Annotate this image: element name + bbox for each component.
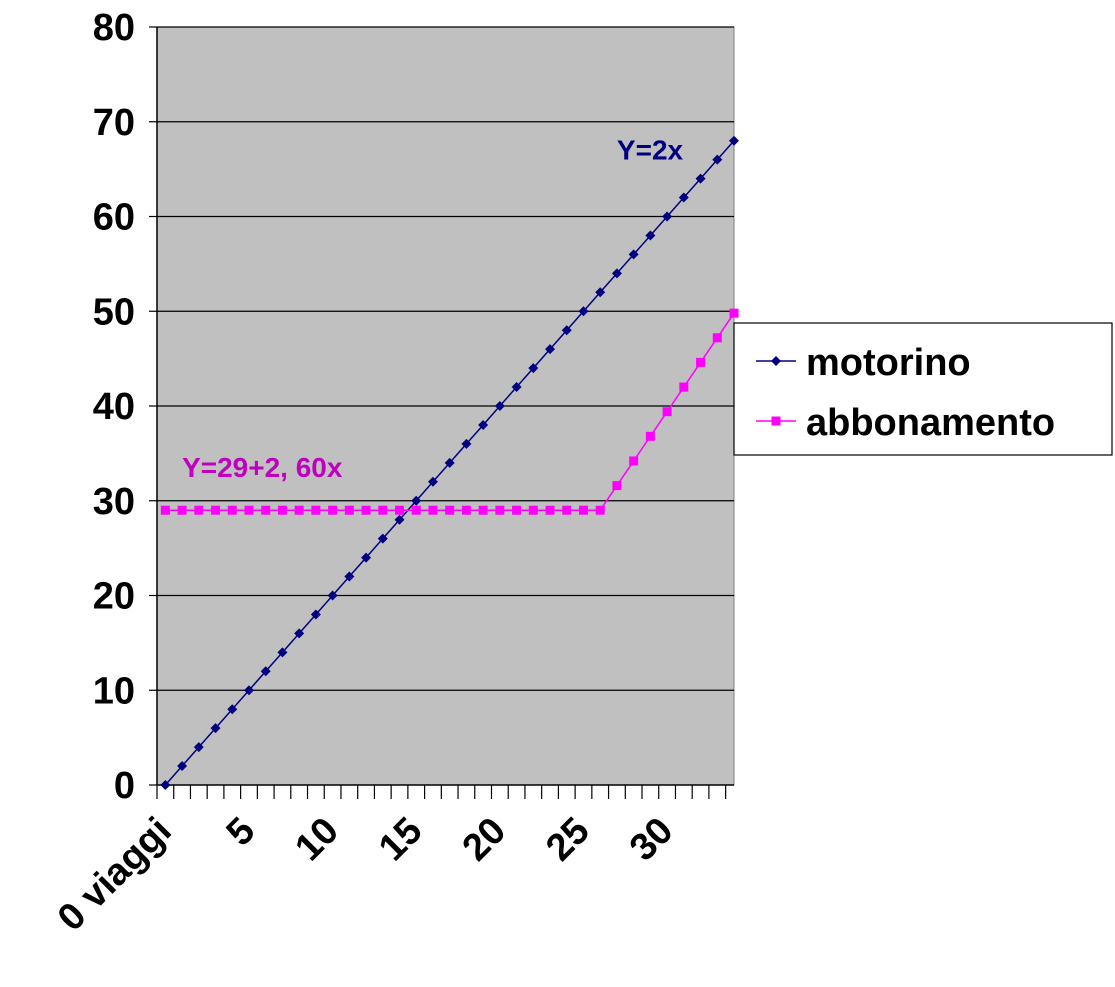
y-tick-label: 60 [93,197,135,239]
data-point-motorino [712,154,723,165]
data-point-motorino [327,590,338,601]
data-point-motorino [177,761,188,772]
data-point-motorino [260,666,271,677]
y-tick-label: 10 [93,670,135,712]
data-point-motorino [243,685,254,696]
y-tick-label: 70 [93,102,135,144]
data-point-abbonamento [378,505,388,515]
data-point-motorino [310,609,321,620]
data-point-abbonamento [562,505,572,515]
data-point-motorino [611,268,622,279]
data-point-motorino [377,533,388,544]
data-point-motorino [461,438,472,449]
x-tick-label: 10 [287,810,347,870]
y-tick-label: 0 [114,765,135,807]
data-point-abbonamento [160,505,170,515]
data-point-motorino [210,723,221,734]
data-point-abbonamento [461,505,471,515]
data-point-motorino [678,192,689,203]
data-point-abbonamento [244,505,254,515]
data-point-motorino [361,552,372,563]
data-point-abbonamento [411,505,421,515]
data-point-motorino [344,571,355,582]
data-point-motorino [528,363,539,374]
data-point-abbonamento [578,505,588,515]
data-point-abbonamento [696,357,706,367]
x-tick-label: 20 [455,810,515,870]
x-tick-label: 30 [622,810,682,870]
legend-marker-motorino [771,356,781,366]
data-point-motorino [578,306,589,317]
legend-label-abbonamento: abbonamento [806,402,1055,444]
annotation-label: Y=2x [617,135,684,166]
data-point-abbonamento [277,505,287,515]
y-tick-label: 30 [93,481,135,523]
data-point-abbonamento [595,505,605,515]
data-point-abbonamento [528,505,538,515]
data-point-motorino [729,135,739,146]
data-point-motorino [595,287,606,298]
x-tick-label: 0 viaggi [50,810,180,940]
data-point-abbonamento [712,333,722,343]
data-point-motorino [427,476,438,487]
data-point-motorino [277,647,288,658]
data-point-abbonamento [495,505,505,515]
data-point-motorino [294,628,305,639]
data-point-abbonamento [177,505,187,515]
data-point-motorino [394,514,405,525]
data-point-motorino [444,457,455,468]
data-point-abbonamento [328,505,338,515]
data-point-abbonamento [445,505,455,515]
data-point-abbonamento [227,505,237,515]
legend-marker-abbonamento [771,416,781,426]
data-point-motorino [511,382,522,393]
x-tick-label: 5 [219,810,264,855]
data-point-abbonamento [395,505,405,515]
data-point-motorino [193,742,204,753]
data-point-motorino [160,780,171,790]
data-point-abbonamento [261,505,271,515]
data-point-motorino [628,249,639,260]
data-point-abbonamento [211,505,221,515]
data-point-motorino [662,211,673,222]
data-point-abbonamento [629,456,639,466]
data-point-abbonamento [361,505,371,515]
data-point-motorino [545,344,556,355]
data-point-motorino [561,325,572,336]
legend-label-motorino: motorino [806,342,971,384]
data-point-motorino [227,704,238,715]
data-point-abbonamento [294,505,304,515]
data-point-abbonamento [729,308,739,318]
data-point-abbonamento [612,481,622,491]
y-tick-label: 40 [93,386,135,428]
x-tick-label: 25 [538,810,598,870]
y-tick-label: 50 [93,291,135,333]
annotation-label: Y=29+2, 60x [182,452,343,483]
data-point-motorino [645,230,656,241]
data-point-abbonamento [478,505,488,515]
data-point-abbonamento [428,505,438,515]
y-tick-label: 80 [93,7,135,49]
data-point-abbonamento [545,505,555,515]
data-point-abbonamento [194,505,204,515]
data-point-abbonamento [662,407,672,417]
data-point-abbonamento [679,382,689,392]
legend-box [733,322,1113,456]
data-point-abbonamento [311,505,321,515]
data-point-motorino [695,173,706,184]
data-point-abbonamento [645,431,655,441]
data-point-motorino [494,401,505,411]
x-tick-label: 15 [371,810,431,870]
y-tick-label: 20 [93,576,135,618]
data-point-abbonamento [344,505,354,515]
data-point-motorino [411,495,422,506]
data-point-motorino [478,419,489,430]
data-point-abbonamento [512,505,522,515]
